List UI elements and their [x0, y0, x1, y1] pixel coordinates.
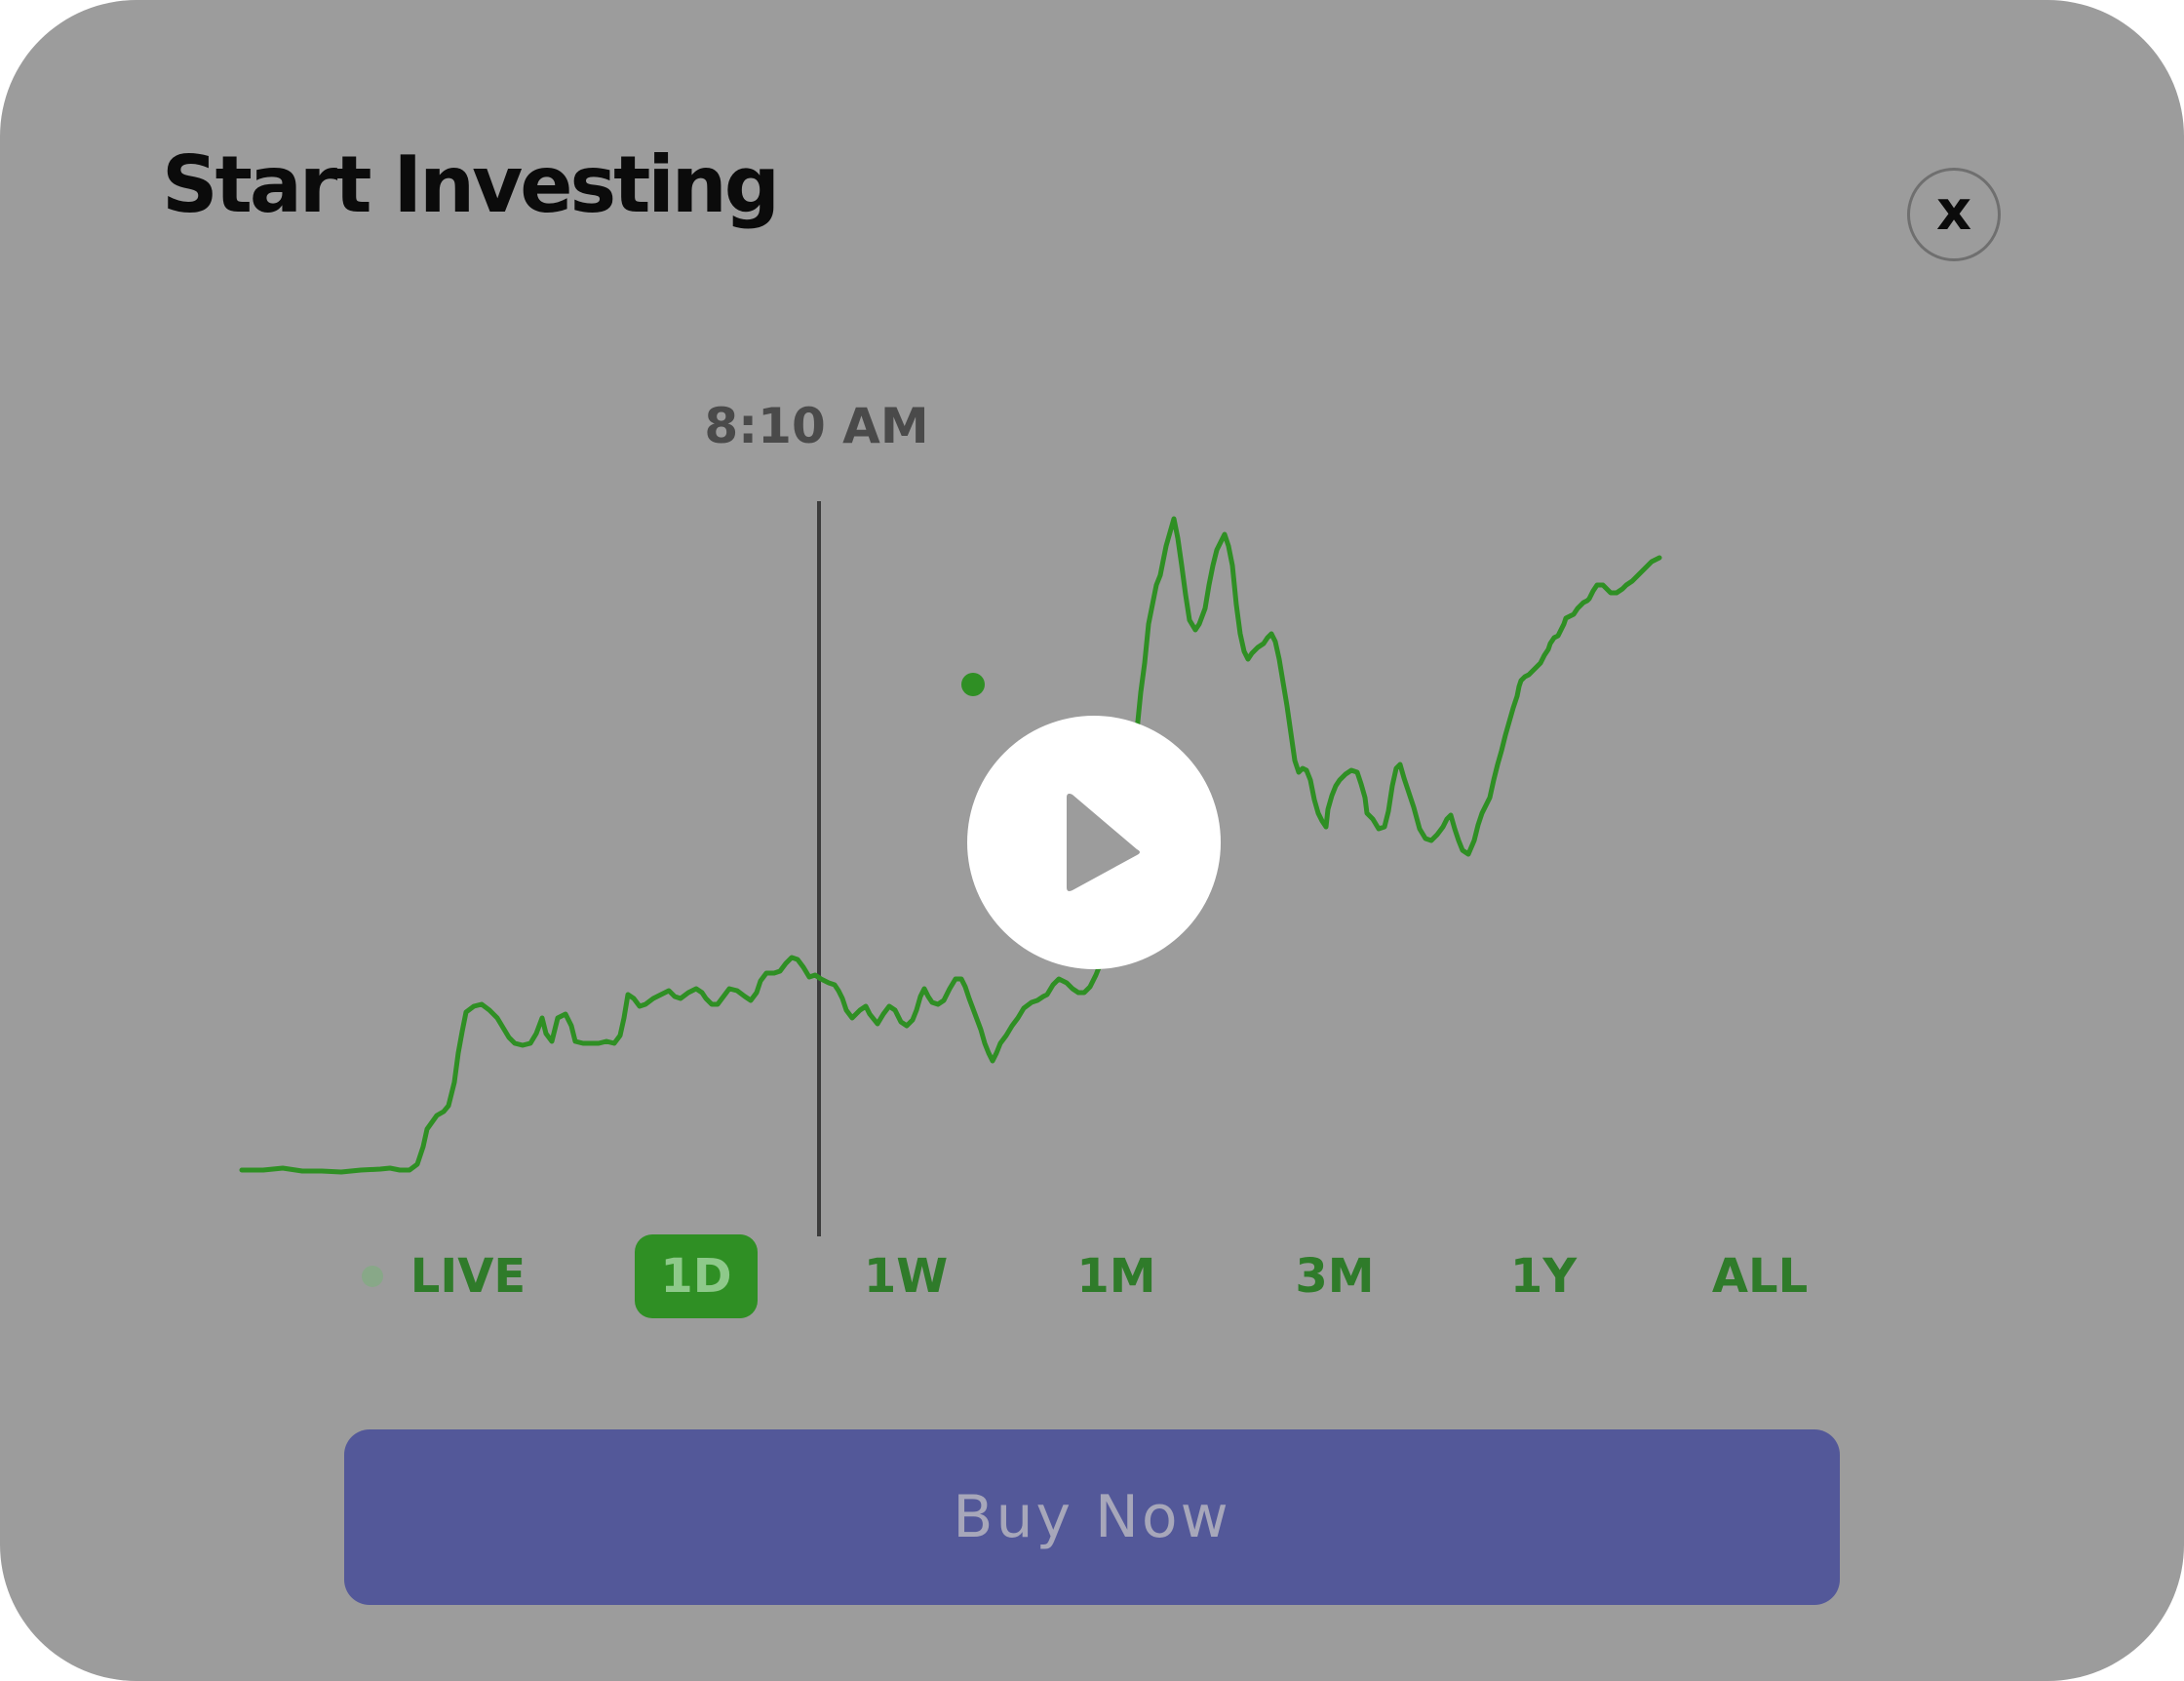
range-1d[interactable]: 1D	[635, 1234, 758, 1318]
range-label: 1W	[863, 1249, 949, 1304]
close-button[interactable]: x	[1907, 168, 2001, 261]
close-icon: x	[1935, 179, 1972, 243]
range-label: 3M	[1295, 1249, 1375, 1304]
chart-hover-time: 8:10 AM	[704, 398, 929, 454]
range-selector: LIVE 1D 1W 1M 3M 1Y ALL	[0, 1234, 2184, 1322]
buy-now-label: Buy Now	[953, 1483, 1231, 1551]
play-icon	[1067, 794, 1140, 891]
play-button[interactable]	[967, 716, 1221, 969]
range-3m[interactable]: 3M	[1273, 1234, 1396, 1318]
price-line	[239, 516, 1662, 1175]
range-1w[interactable]: 1W	[844, 1234, 967, 1318]
modal-title: Start Investing	[162, 139, 780, 230]
price-latest-dot	[961, 673, 985, 696]
live-dot-icon	[361, 1266, 383, 1287]
range-live[interactable]: LIVE	[361, 1234, 526, 1318]
range-label: ALL	[1711, 1249, 1809, 1304]
range-all[interactable]: ALL	[1687, 1234, 1833, 1318]
range-label: 1Y	[1509, 1249, 1578, 1304]
range-1y[interactable]: 1Y	[1482, 1234, 1605, 1318]
range-label: LIVE	[410, 1249, 526, 1304]
range-1m[interactable]: 1M	[1055, 1234, 1178, 1318]
buy-now-button[interactable]: Buy Now	[344, 1429, 1840, 1605]
range-label: 1D	[660, 1249, 732, 1304]
range-label: 1M	[1076, 1249, 1156, 1304]
